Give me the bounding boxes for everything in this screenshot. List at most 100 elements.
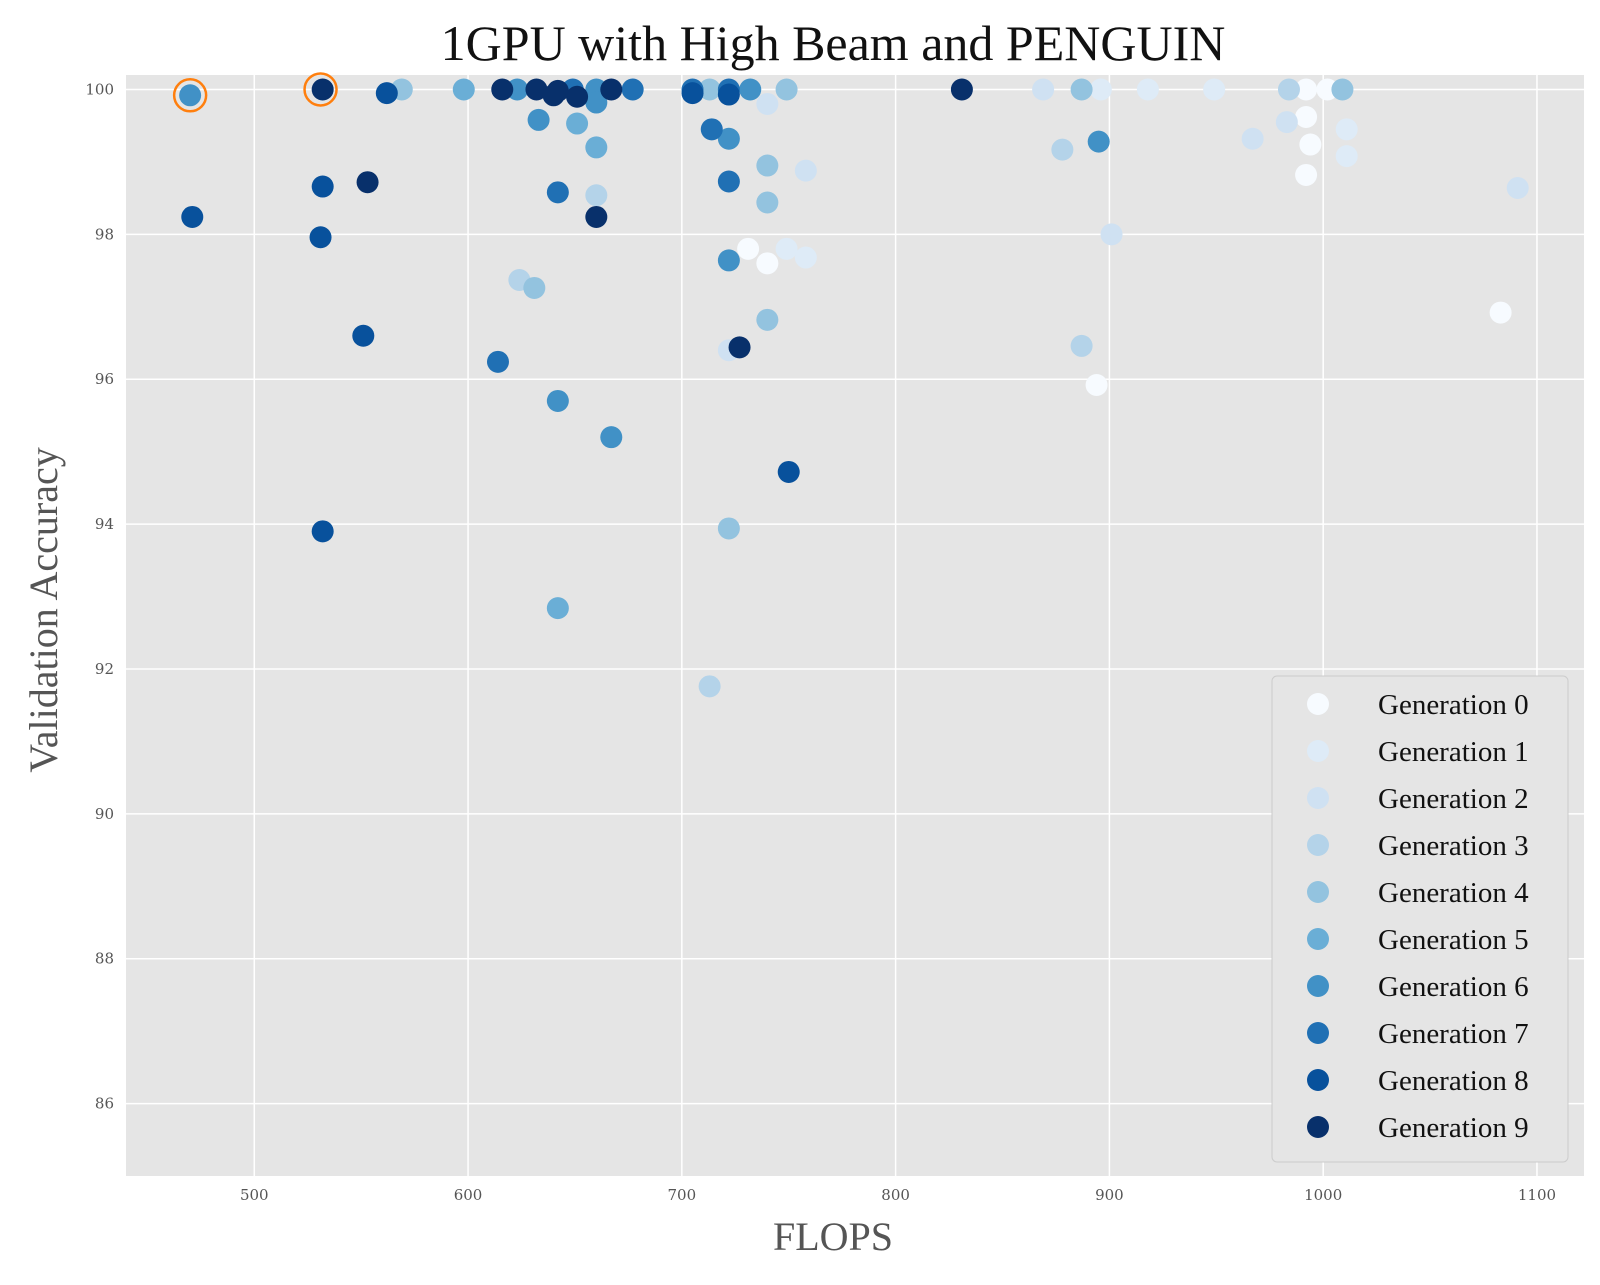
data-point: [794, 246, 817, 269]
data-point: [546, 389, 569, 412]
data-point: [585, 205, 608, 228]
legend: Generation 0 Generation 1 Generation 2 Gene…: [1271, 675, 1569, 1163]
data-point: [1087, 130, 1110, 153]
data-point: [739, 78, 762, 101]
data-point: [1070, 334, 1093, 357]
data-point: [1299, 133, 1322, 156]
data-point: [950, 78, 973, 101]
series-generation-3: [508, 78, 1300, 698]
y-tick-label: 86: [95, 1095, 114, 1113]
legend-marker: [1307, 881, 1329, 903]
y-tick-label: 98: [95, 225, 114, 243]
data-point: [1100, 223, 1123, 246]
data-point: [311, 78, 334, 101]
data-point: [756, 154, 779, 177]
legend-label: Generation 7: [1378, 1018, 1529, 1050]
data-point: [452, 78, 475, 101]
legend-label: Generation 9: [1378, 1112, 1529, 1144]
legend-marker: [1307, 693, 1329, 715]
x-tick-label: 500: [240, 1186, 269, 1204]
series-generation-5: [452, 78, 608, 620]
data-point: [621, 78, 644, 101]
legend-marker: [1307, 1022, 1329, 1044]
data-point: [356, 171, 379, 194]
legend-label: Generation 3: [1378, 830, 1529, 862]
y-tick-label: 96: [95, 370, 114, 388]
legend-marker: [1307, 1116, 1329, 1138]
data-point: [311, 175, 334, 198]
data-point: [309, 226, 332, 249]
data-point: [794, 159, 817, 182]
legend-label: Generation 8: [1378, 1065, 1529, 1097]
data-point: [1295, 78, 1318, 101]
data-point: [1277, 78, 1300, 101]
data-point: [179, 84, 202, 107]
legend-label: Generation 6: [1378, 971, 1529, 1003]
legend-marker: [1307, 834, 1329, 856]
legend-marker: [1307, 975, 1329, 997]
x-tick-label: 1100: [1518, 1186, 1556, 1204]
data-point: [491, 78, 514, 101]
data-point: [777, 460, 800, 483]
y-tick-label: 88: [95, 950, 114, 968]
data-point: [1085, 374, 1108, 397]
legend-marker: [1307, 928, 1329, 950]
data-point: [181, 205, 204, 228]
x-tick-label: 600: [454, 1186, 483, 1204]
data-point: [1489, 301, 1512, 324]
data-point: [737, 237, 760, 260]
data-point: [566, 85, 589, 108]
data-point: [1089, 78, 1112, 101]
series-generation-4: [390, 78, 1354, 540]
legend-box: [1271, 675, 1569, 1163]
data-point: [585, 184, 608, 207]
data-point: [566, 112, 589, 135]
data-point: [546, 181, 569, 204]
data-point: [1032, 78, 1055, 101]
data-point: [756, 92, 779, 115]
data-point: [600, 426, 623, 449]
legend-label: Generation 5: [1378, 924, 1529, 956]
data-point: [525, 78, 548, 101]
legend-label: Generation 2: [1378, 783, 1529, 815]
y-axis-label: Validation Accuracy: [21, 447, 66, 772]
data-point: [600, 78, 623, 101]
data-point: [717, 249, 740, 272]
data-point: [523, 276, 546, 299]
data-point: [756, 252, 779, 275]
series-generation-8: [181, 82, 800, 543]
data-point: [585, 91, 608, 114]
x-tick-label: 1000: [1304, 1186, 1342, 1204]
data-point: [486, 350, 509, 373]
data-point: [1241, 127, 1264, 150]
data-point: [527, 108, 550, 131]
data-point: [775, 78, 798, 101]
data-point: [700, 118, 723, 141]
data-point: [1203, 78, 1226, 101]
data-point: [1051, 138, 1074, 161]
x-tick-label: 900: [1095, 1186, 1124, 1204]
data-point: [1295, 163, 1318, 186]
data-point: [775, 237, 798, 260]
data-point: [1331, 78, 1354, 101]
highlight-ring: [172, 78, 208, 113]
data-point: [698, 675, 721, 698]
y-tick-label: 94: [95, 515, 114, 533]
data-point: [1275, 111, 1298, 134]
data-point: [756, 191, 779, 214]
x-tick-label: 700: [668, 1186, 697, 1204]
highlight-ring: [303, 72, 338, 107]
data-point: [698, 78, 721, 101]
legend-label: Generation 1: [1378, 736, 1529, 768]
series-generation-0: [737, 78, 1512, 397]
data-point: [352, 324, 375, 347]
data-point: [542, 84, 565, 107]
data-point: [375, 82, 398, 105]
data-point: [1335, 118, 1358, 141]
y-tick-label: 100: [85, 80, 114, 98]
data-point: [681, 82, 704, 105]
data-point: [717, 517, 740, 540]
legend-label: Generation 0: [1378, 689, 1529, 721]
